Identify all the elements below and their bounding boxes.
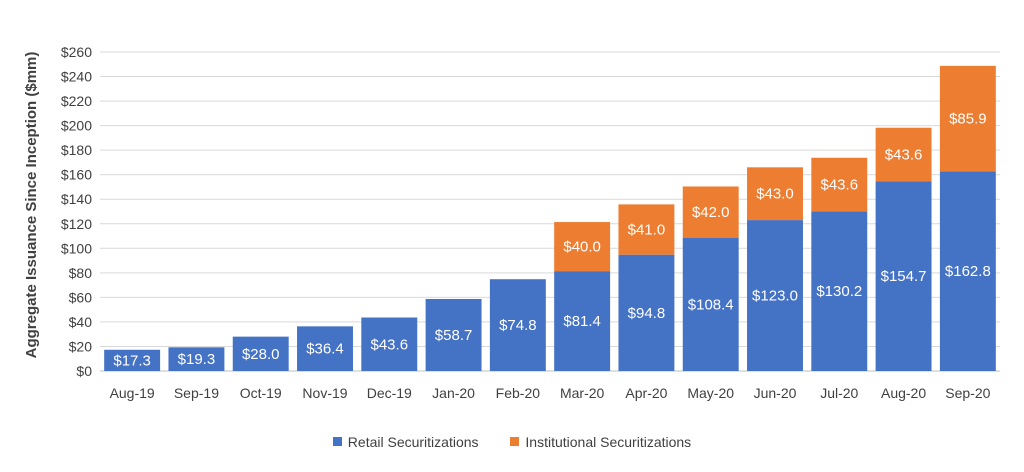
x-tick-label: Apr-20 xyxy=(625,385,667,401)
data-label: $108.4 xyxy=(688,297,734,314)
data-label: $123.0 xyxy=(752,288,798,305)
x-tick-label: Dec-19 xyxy=(367,385,412,401)
bar-segment-retail xyxy=(811,211,868,371)
bar-segment-retail xyxy=(618,254,675,371)
x-tick-label: Aug-20 xyxy=(881,385,926,401)
data-label: $19.3 xyxy=(178,351,216,368)
x-axis-ticks: Aug-19 Sep-19 Oct-19 Nov-19 Dec-19 Jan-20 Feb-… xyxy=(110,385,991,401)
y-tick-label: $180 xyxy=(61,142,92,158)
x-tick-label: Mar-20 xyxy=(560,385,605,401)
y-tick-label: $160 xyxy=(61,167,92,183)
bar-segment-institutional xyxy=(939,65,996,172)
data-label: $40.0 xyxy=(563,239,601,256)
bar-segment-retail xyxy=(747,220,803,371)
legend-swatch-institutional xyxy=(510,437,520,446)
bars: $17.3 $19.3 $28.0 $36.4 $43.6 $58.7 $74.8 $81.4… xyxy=(104,65,996,371)
y-tick-label: $120 xyxy=(61,216,92,232)
data-label: $130.2 xyxy=(816,283,862,300)
y-tick-label: $60 xyxy=(69,289,93,305)
y-tick-label: $240 xyxy=(61,69,92,85)
x-tick-label: Jul-20 xyxy=(820,385,858,401)
y-tick-label: $140 xyxy=(61,191,92,207)
bar-segment-institutional xyxy=(554,222,611,272)
bar-segment-institutional xyxy=(875,127,932,182)
bar-segment-retail xyxy=(682,238,739,371)
data-label: $43.6 xyxy=(371,336,409,353)
x-tick-label: Jun-20 xyxy=(754,385,797,401)
data-label: $94.8 xyxy=(628,305,666,322)
data-label: $28.0 xyxy=(242,346,280,363)
x-tick-label: Oct-19 xyxy=(240,385,282,401)
y-tick-label: $220 xyxy=(61,93,92,109)
legend-item-retail: Retail Securitizations xyxy=(332,433,479,450)
y-tick-label: $20 xyxy=(69,338,93,354)
x-tick-label: Nov-19 xyxy=(302,385,347,401)
data-label: $81.4 xyxy=(563,313,601,330)
x-tick-label: Jan-20 xyxy=(432,385,475,401)
y-tick-label: $200 xyxy=(61,118,92,134)
legend-item-institutional: Institutional Securitizations xyxy=(510,434,691,450)
bar-segment-institutional xyxy=(747,167,803,221)
x-tick-label: May-20 xyxy=(687,385,734,401)
x-tick-label: Sep-20 xyxy=(945,385,990,401)
data-label: $43.6 xyxy=(885,146,923,163)
legend-label-institutional: Institutional Securitizations xyxy=(525,433,692,450)
x-tick-label: Feb-20 xyxy=(496,385,541,401)
y-axis-ticks: $0 $20 $40 $60 $80 $100 $120 $140 $160 $180 $200 $2… xyxy=(61,44,92,379)
y-tick-label: $0 xyxy=(76,363,92,379)
data-label: $41.0 xyxy=(628,222,666,239)
x-tick-label: Aug-19 xyxy=(110,385,155,401)
bar-segment-institutional xyxy=(682,186,739,239)
data-label: $43.0 xyxy=(756,186,794,203)
bar-segment-retail xyxy=(232,336,289,371)
y-axis-label: Aggregate Issuance Since Inception ($mm) xyxy=(23,52,40,359)
data-label: $42.0 xyxy=(692,204,730,221)
gridlines xyxy=(100,51,1000,372)
data-label: $154.7 xyxy=(881,268,927,285)
bar-segment-retail xyxy=(554,271,611,371)
data-label: $43.6 xyxy=(821,177,859,194)
data-label: $17.3 xyxy=(113,352,151,369)
bar-segment-institutional xyxy=(811,157,868,212)
data-label: $85.9 xyxy=(949,111,987,128)
legend-label-retail: Retail Securitizations xyxy=(347,433,479,450)
bar-segment-retail xyxy=(425,298,482,371)
legend: Retail Securitizations Institutional Sec… xyxy=(0,433,1024,450)
bar-segment-retail xyxy=(297,326,353,371)
data-label: $162.8 xyxy=(945,263,991,280)
bar-segment-retail xyxy=(489,279,546,371)
y-tick-label: $80 xyxy=(69,265,93,281)
bar-segment-institutional xyxy=(618,204,675,255)
bar-segment-retail xyxy=(168,347,225,371)
bar-segment-retail xyxy=(939,171,996,371)
data-label: $58.7 xyxy=(435,327,473,344)
bar-segment-retail xyxy=(875,181,932,371)
y-tick-label: $40 xyxy=(69,314,93,330)
data-label: $36.4 xyxy=(306,341,344,358)
y-tick-label: $100 xyxy=(61,240,92,256)
legend-swatch-retail xyxy=(332,437,342,446)
bar-segment-retail xyxy=(361,317,418,371)
x-tick-label: Sep-19 xyxy=(174,385,219,401)
data-label: $74.8 xyxy=(499,317,537,334)
y-tick-label: $260 xyxy=(61,44,92,60)
bar-segment-retail xyxy=(104,349,161,371)
